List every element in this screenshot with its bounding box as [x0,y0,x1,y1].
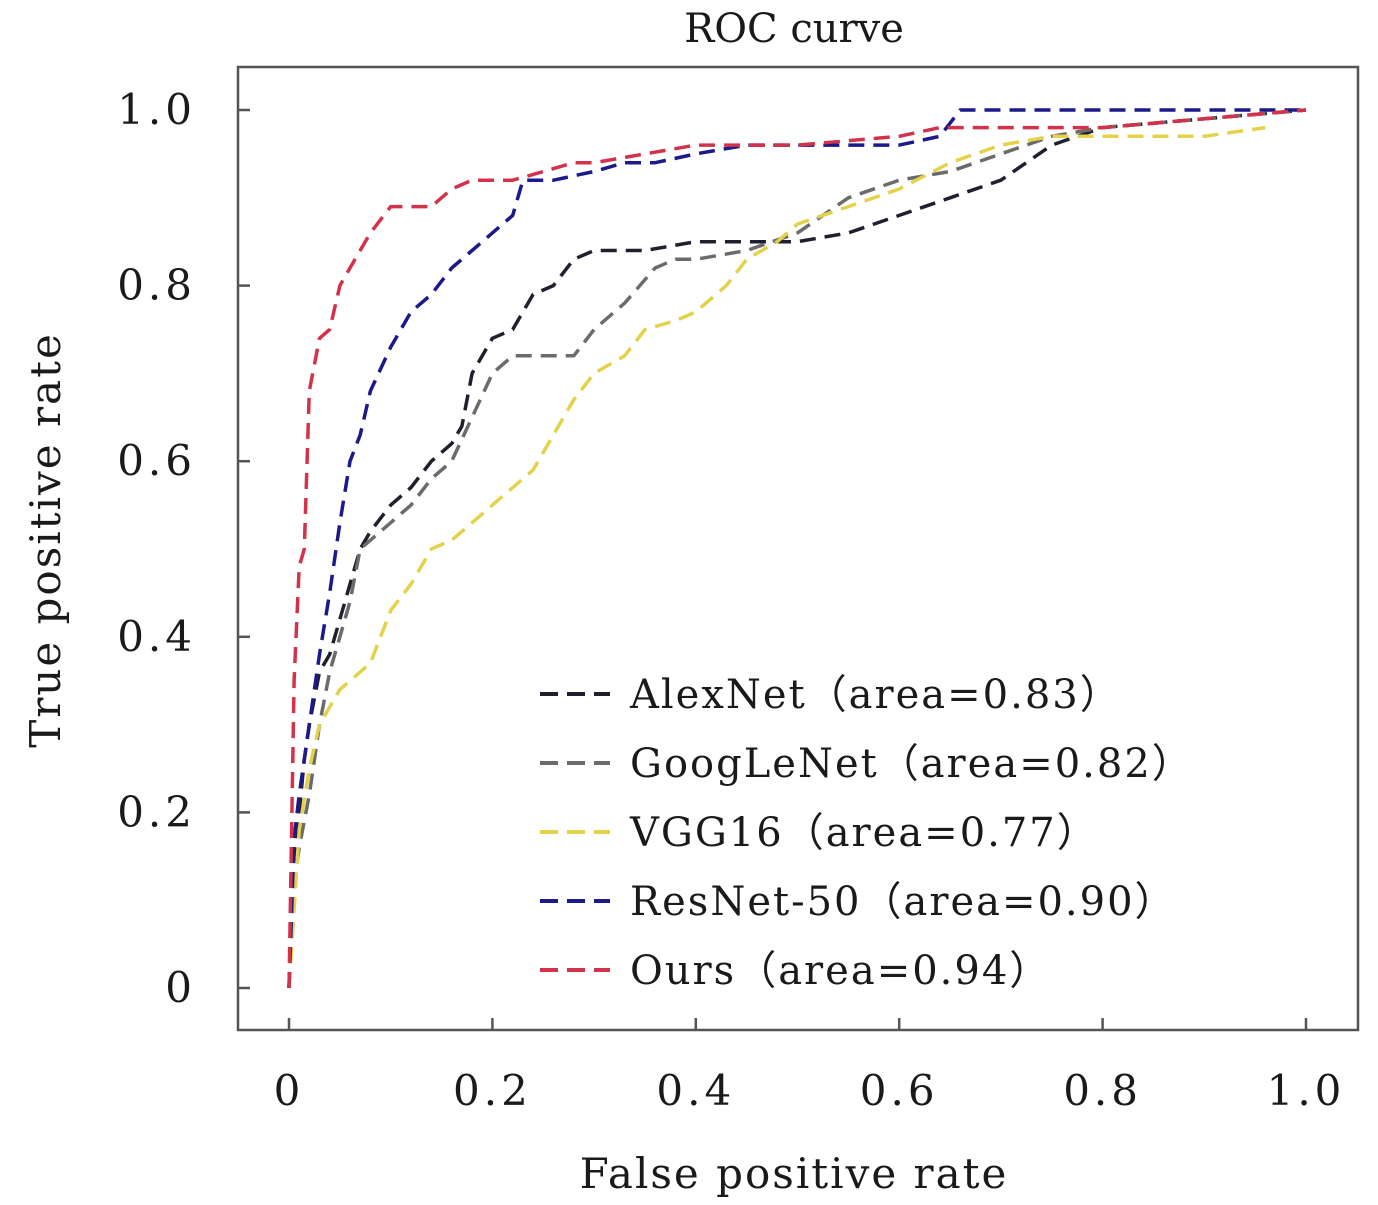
y-tick-label: 1.0 [117,85,196,134]
x-tick-label: 0 [274,1066,305,1115]
legend: AlexNet（area=0.83） GoogLeNet（area=0.82） VG… [540,672,1194,994]
legend-label-2: VGG16（area=0.77） [629,810,1099,856]
plot-frame [236,65,1360,1032]
y-axis: 0 0.2 0.4 0.6 0.8 1.0 [117,85,250,1012]
x-tick-label: 0.6 [860,1066,939,1115]
x-tick-label: 0.8 [1063,1066,1142,1115]
y-axis-label: True positive rate [21,332,70,748]
legend-label-0: AlexNet（area=0.83） [629,672,1122,718]
x-axis: 0 0.2 0.4 0.6 0.8 1.0 [274,1018,1346,1115]
series-line-1 [287,108,1307,989]
series-line-3 [287,108,1306,989]
legend-label-4: Ours（area=0.94） [630,948,1051,994]
y-tick-label: 0.6 [117,436,196,485]
legend-label-1: GoogLeNet（area=0.82） [630,741,1194,787]
y-tick-label: 0.4 [117,612,196,661]
y-tick-label: 0 [165,963,196,1012]
legend-label-3: ResNet-50（area=0.90） [630,879,1177,925]
y-tick-label: 0.8 [117,261,196,310]
series-line-0 [287,108,1307,989]
x-tick-label: 0.2 [453,1066,532,1115]
series-line-4 [287,108,1307,989]
x-axis-label: False positive rate [580,1149,1009,1198]
series-line-2 [287,125,1266,989]
series-lines [287,108,1307,989]
x-tick-label: 0.4 [656,1066,735,1115]
y-tick-label: 0.2 [117,787,196,836]
x-tick-label: 1.0 [1267,1066,1346,1115]
chart-title: ROC curve [684,6,904,52]
